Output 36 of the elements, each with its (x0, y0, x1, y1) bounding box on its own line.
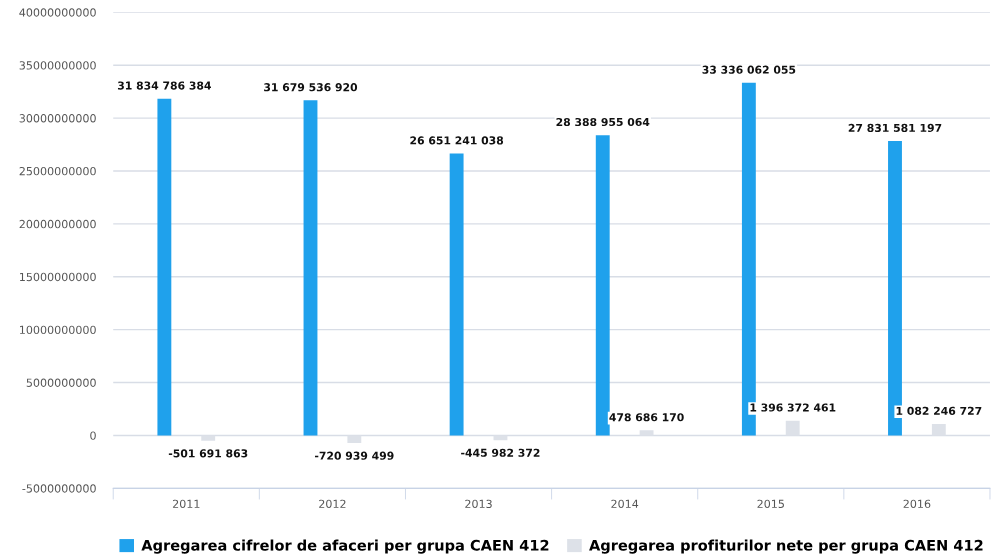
y-tick-label: -5000000000 (22, 484, 96, 493)
x-tick-label: 2016 (903, 499, 931, 509)
data-label: 33 336 062 055 (702, 65, 796, 74)
bar (888, 141, 902, 436)
data-label: 1 082 246 727 (896, 406, 982, 415)
bar (449, 153, 464, 436)
bar (303, 100, 318, 436)
y-tick-label: 30000000000 (19, 114, 96, 123)
bar (157, 98, 172, 436)
bar (741, 82, 756, 436)
data-label: 1 396 372 461 (750, 403, 836, 412)
y-tick-label: 5000000000 (26, 378, 96, 387)
data-label: 478 686 170 (609, 413, 684, 422)
data-label: 27 831 581 197 (848, 123, 942, 132)
data-label: 28 388 955 064 (556, 117, 650, 127)
data-label: -501 691 863 (168, 449, 248, 458)
data-label: -720 939 499 (314, 451, 394, 460)
y-tick-label: 15000000000 (20, 272, 96, 282)
x-tick-label: 2014 (611, 499, 639, 509)
data-label: 31 679 536 920 (264, 83, 358, 92)
y-tick-label: 25000000000 (19, 166, 96, 176)
y-tick-label: 35000000000 (19, 61, 96, 70)
y-tick-label: 20000000000 (19, 219, 96, 229)
x-tick-label: 2013 (465, 499, 492, 509)
legend-label: Agregarea cifrelor de afaceri per grupa CAEN 412 (141, 539, 549, 554)
data-label: -445 982 372 (461, 448, 540, 457)
data-label: 31 834 786 384 (117, 81, 211, 90)
y-tick-label: 0 (90, 431, 96, 440)
x-tick-label: 2015 (757, 499, 784, 509)
x-tick-label: 2011 (172, 499, 200, 509)
y-tick-label: 40000000000 (19, 8, 96, 17)
legend-label: Agregarea profiturilor nete per grupa CAEN 412 (589, 539, 983, 554)
y-tick-label: 10000000000 (20, 325, 96, 335)
x-tick-label: 2012 (319, 499, 346, 509)
bar (595, 135, 610, 436)
data-label: 26 651 241 038 (410, 136, 504, 145)
